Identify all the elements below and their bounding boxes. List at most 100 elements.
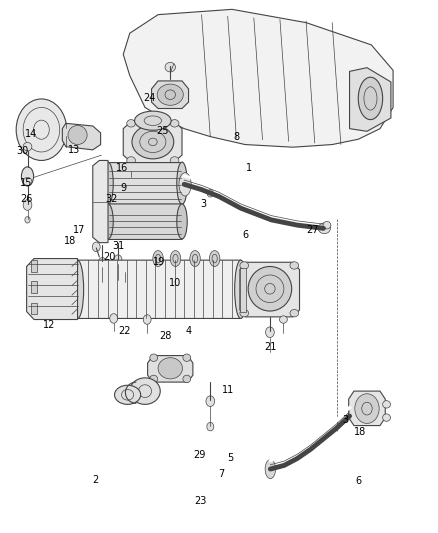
Ellipse shape bbox=[209, 251, 220, 266]
Text: 16: 16 bbox=[116, 164, 128, 173]
Ellipse shape bbox=[170, 251, 181, 266]
Text: 1: 1 bbox=[247, 164, 253, 173]
Polygon shape bbox=[350, 68, 391, 131]
Polygon shape bbox=[106, 163, 184, 205]
Ellipse shape bbox=[165, 62, 176, 72]
Polygon shape bbox=[62, 123, 101, 150]
Ellipse shape bbox=[92, 242, 100, 252]
Text: 23: 23 bbox=[194, 496, 207, 506]
Ellipse shape bbox=[190, 251, 200, 266]
Ellipse shape bbox=[110, 314, 117, 323]
Ellipse shape bbox=[127, 157, 135, 164]
Text: 28: 28 bbox=[160, 332, 172, 342]
Text: 10: 10 bbox=[170, 278, 182, 288]
Ellipse shape bbox=[355, 394, 379, 423]
Ellipse shape bbox=[153, 251, 163, 266]
Text: 5: 5 bbox=[227, 454, 233, 463]
Polygon shape bbox=[349, 391, 385, 425]
Polygon shape bbox=[31, 260, 37, 272]
Ellipse shape bbox=[170, 119, 179, 127]
Polygon shape bbox=[93, 160, 108, 243]
Text: 2: 2 bbox=[92, 475, 98, 484]
Ellipse shape bbox=[383, 401, 391, 408]
Ellipse shape bbox=[134, 111, 171, 130]
Text: 6: 6 bbox=[242, 230, 248, 240]
Ellipse shape bbox=[25, 216, 30, 223]
Text: 26: 26 bbox=[21, 193, 33, 204]
Text: 11: 11 bbox=[222, 384, 234, 394]
Ellipse shape bbox=[179, 173, 191, 196]
Text: 29: 29 bbox=[193, 450, 205, 460]
Ellipse shape bbox=[23, 142, 32, 151]
Ellipse shape bbox=[265, 327, 274, 337]
Text: 4: 4 bbox=[185, 326, 191, 336]
Ellipse shape bbox=[318, 223, 330, 233]
Text: 27: 27 bbox=[306, 225, 319, 236]
Ellipse shape bbox=[207, 190, 213, 197]
Ellipse shape bbox=[16, 99, 67, 160]
Polygon shape bbox=[123, 120, 182, 163]
Text: 18: 18 bbox=[354, 427, 367, 437]
Ellipse shape bbox=[115, 385, 141, 405]
Ellipse shape bbox=[290, 310, 299, 317]
Text: 31: 31 bbox=[112, 241, 124, 252]
Ellipse shape bbox=[71, 260, 84, 318]
Ellipse shape bbox=[207, 422, 214, 431]
Ellipse shape bbox=[183, 375, 191, 383]
Ellipse shape bbox=[103, 162, 113, 205]
Ellipse shape bbox=[62, 128, 69, 135]
Text: 21: 21 bbox=[264, 342, 276, 352]
Polygon shape bbox=[106, 204, 184, 239]
Text: 9: 9 bbox=[120, 183, 126, 193]
Ellipse shape bbox=[323, 221, 331, 229]
Polygon shape bbox=[152, 81, 188, 109]
Ellipse shape bbox=[99, 257, 106, 267]
Polygon shape bbox=[31, 281, 37, 293]
Text: 32: 32 bbox=[105, 193, 117, 204]
Text: 7: 7 bbox=[218, 470, 224, 479]
Ellipse shape bbox=[183, 354, 191, 361]
Text: 14: 14 bbox=[25, 129, 37, 139]
Ellipse shape bbox=[157, 84, 184, 106]
Text: 19: 19 bbox=[153, 257, 165, 267]
Polygon shape bbox=[240, 262, 300, 317]
Ellipse shape bbox=[235, 260, 247, 318]
Polygon shape bbox=[27, 259, 78, 319]
Text: 3: 3 bbox=[201, 199, 207, 209]
Ellipse shape bbox=[68, 125, 87, 144]
Ellipse shape bbox=[121, 263, 129, 272]
Ellipse shape bbox=[158, 358, 183, 379]
Polygon shape bbox=[123, 10, 393, 147]
Text: 6: 6 bbox=[355, 477, 361, 486]
Text: 20: 20 bbox=[103, 252, 116, 262]
Text: 24: 24 bbox=[143, 93, 155, 103]
Ellipse shape bbox=[358, 77, 383, 119]
Polygon shape bbox=[240, 268, 246, 312]
Text: 12: 12 bbox=[43, 320, 56, 330]
Text: 13: 13 bbox=[68, 145, 81, 155]
Ellipse shape bbox=[150, 354, 158, 361]
Text: 18: 18 bbox=[64, 236, 76, 246]
Text: 8: 8 bbox=[233, 132, 240, 142]
Ellipse shape bbox=[383, 414, 391, 421]
Ellipse shape bbox=[206, 396, 215, 407]
Ellipse shape bbox=[23, 200, 32, 211]
Ellipse shape bbox=[114, 255, 122, 264]
Ellipse shape bbox=[240, 310, 249, 317]
Text: 30: 30 bbox=[16, 146, 28, 156]
Ellipse shape bbox=[103, 204, 113, 239]
Ellipse shape bbox=[170, 157, 179, 164]
Ellipse shape bbox=[127, 163, 135, 171]
Ellipse shape bbox=[132, 125, 174, 159]
Ellipse shape bbox=[265, 459, 276, 479]
Ellipse shape bbox=[21, 167, 34, 186]
Ellipse shape bbox=[248, 266, 292, 311]
Ellipse shape bbox=[177, 162, 187, 205]
Text: 17: 17 bbox=[73, 225, 85, 236]
Polygon shape bbox=[31, 303, 37, 314]
Text: 22: 22 bbox=[118, 326, 131, 336]
Ellipse shape bbox=[290, 262, 299, 269]
Polygon shape bbox=[148, 356, 193, 382]
Ellipse shape bbox=[279, 316, 287, 323]
Polygon shape bbox=[72, 260, 246, 318]
